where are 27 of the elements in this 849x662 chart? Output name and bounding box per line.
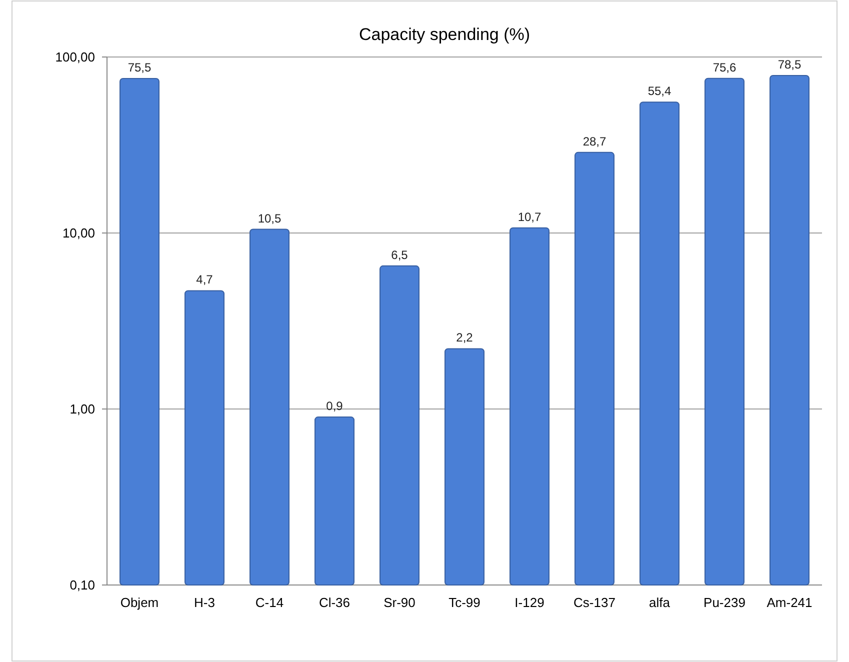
data-label: 6,5 (391, 248, 408, 262)
y-tick-label: 10,00 (62, 226, 95, 241)
data-label: 55,4 (648, 84, 672, 98)
x-tick-label: Tc-99 (448, 595, 480, 610)
data-label: 0,9 (326, 399, 344, 414)
x-tick-label: Pu-239 (704, 595, 746, 610)
x-tick-label: alfa (649, 595, 671, 610)
x-tick-label: Am-241 (766, 595, 812, 610)
data-label: 75,6 (712, 60, 736, 74)
y-tick-label: 1,00 (70, 402, 95, 417)
data-label: 28,7 (582, 134, 606, 148)
y-tick-label: 0,10 (70, 578, 95, 593)
x-tick-label: H-3 (194, 595, 215, 610)
data-label: 75,5 (128, 60, 152, 74)
data-label: 78,5 (778, 58, 802, 72)
chart-title: Capacity spending (%) (358, 25, 530, 44)
x-tick-label: Sr-90 (384, 595, 416, 610)
x-tick-label: C-14 (255, 595, 284, 610)
data-label: 10,5 (258, 211, 282, 226)
data-label: 2,2 (456, 330, 474, 345)
x-tick-label: Cl-36 (318, 595, 350, 610)
x-tick-label: I-129 (514, 595, 544, 610)
data-label: 10,7 (518, 210, 542, 224)
y-tick-label: 100,00 (55, 50, 95, 65)
x-tick-label: Cs-137 (574, 595, 616, 610)
x-tick-label: Objem (120, 595, 159, 610)
data-label: 4,7 (196, 272, 214, 287)
